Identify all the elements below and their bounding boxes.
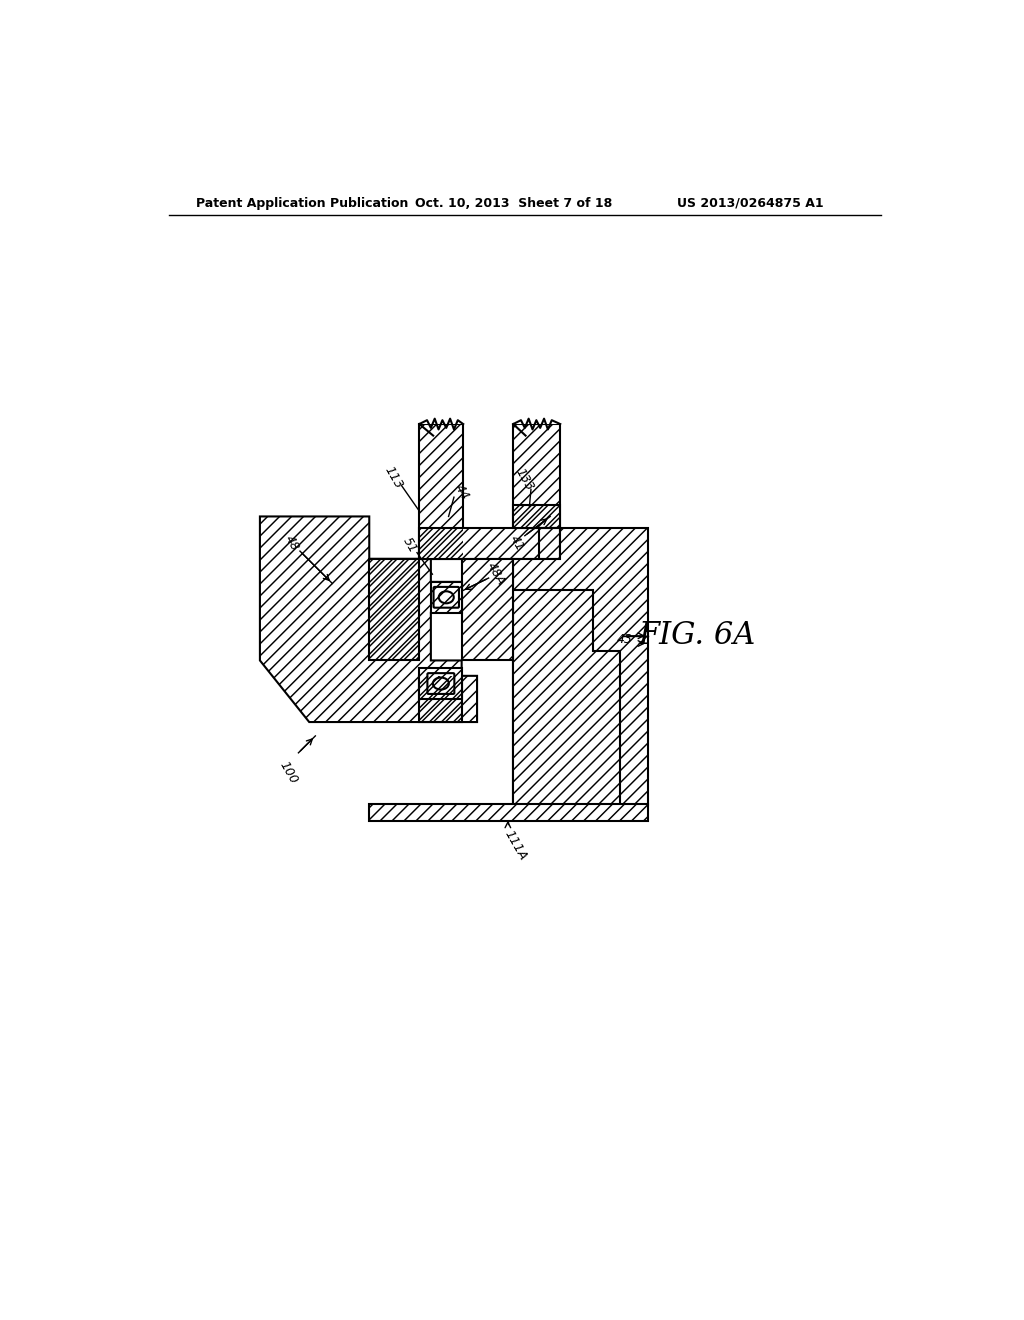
Text: 48: 48 — [283, 533, 302, 553]
Polygon shape — [419, 668, 462, 700]
Text: 113: 113 — [382, 465, 406, 491]
Polygon shape — [512, 405, 561, 424]
FancyBboxPatch shape — [427, 673, 455, 694]
Polygon shape — [419, 676, 462, 722]
Polygon shape — [513, 424, 560, 528]
Polygon shape — [370, 804, 648, 821]
Polygon shape — [539, 528, 560, 558]
Polygon shape — [370, 558, 419, 660]
Polygon shape — [419, 405, 464, 424]
Text: Oct. 10, 2013  Sheet 7 of 18: Oct. 10, 2013 Sheet 7 of 18 — [416, 197, 612, 210]
Polygon shape — [462, 558, 513, 660]
Ellipse shape — [433, 677, 449, 689]
Polygon shape — [513, 528, 648, 805]
Text: Patent Application Publication: Patent Application Publication — [196, 197, 409, 210]
Text: 133: 133 — [513, 466, 537, 494]
Polygon shape — [260, 516, 477, 722]
Text: US 2013/0264875 A1: US 2013/0264875 A1 — [677, 197, 824, 210]
Polygon shape — [419, 424, 463, 558]
Text: 48A: 48A — [484, 561, 508, 587]
Ellipse shape — [438, 591, 454, 603]
Text: 43: 43 — [617, 634, 633, 647]
Text: 44: 44 — [452, 482, 471, 502]
Text: 100: 100 — [276, 759, 300, 787]
Polygon shape — [419, 528, 560, 558]
Text: 51: 51 — [399, 535, 419, 556]
Text: FIG. 6A: FIG. 6A — [639, 620, 756, 651]
Polygon shape — [513, 506, 560, 528]
Polygon shape — [513, 590, 620, 805]
Polygon shape — [431, 582, 462, 612]
Text: 41: 41 — [508, 533, 526, 553]
FancyBboxPatch shape — [433, 587, 459, 607]
Text: 111A: 111A — [502, 829, 529, 863]
